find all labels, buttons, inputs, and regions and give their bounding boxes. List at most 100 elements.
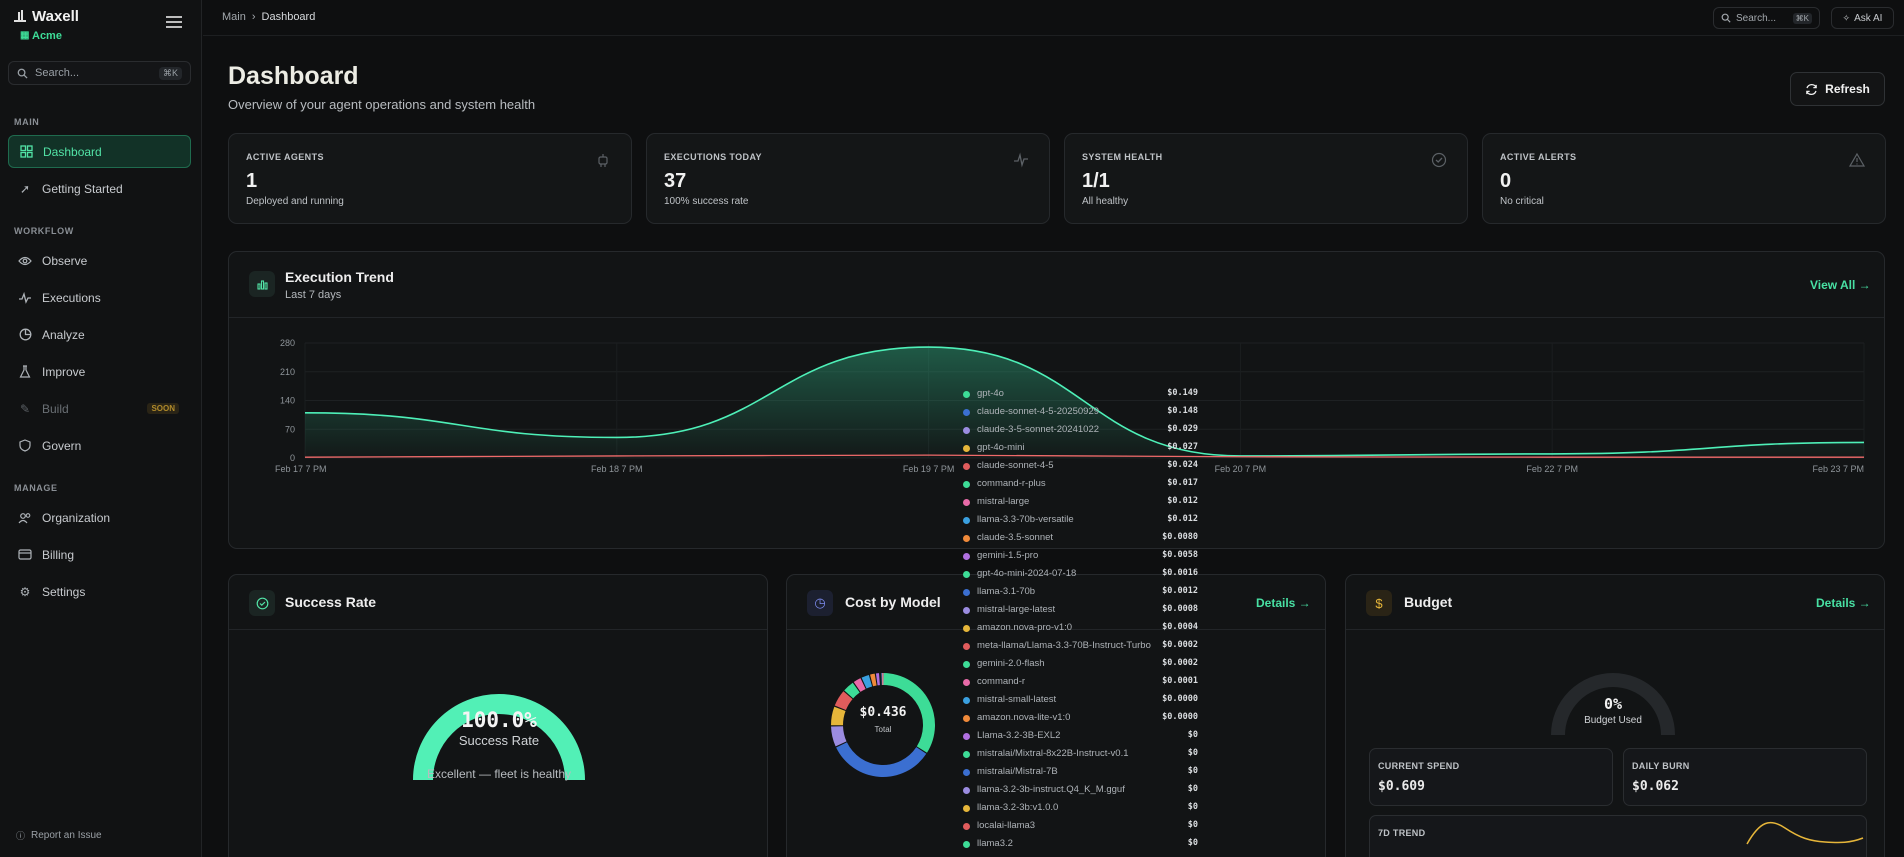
refresh-icon — [1806, 83, 1817, 95]
ask-ai-button[interactable]: ✧ Ask AI — [1831, 7, 1894, 29]
success-rate-gauge — [413, 694, 585, 781]
model-cost: $0 — [1187, 748, 1198, 758]
model-name: gpt-4o-mini — [977, 442, 1025, 453]
model-cost: $0 — [1187, 838, 1198, 848]
legend-dot — [963, 535, 970, 542]
donut-slice[interactable] — [861, 674, 873, 689]
sidebar: Waxell ▦ Acme Search... ⌘K MAIN Dashboar… — [0, 0, 202, 857]
stat-value: 1 — [246, 170, 258, 192]
model-cost: $0 — [1187, 730, 1198, 740]
bar-chart-icon — [249, 271, 275, 297]
sidebar-item-observe[interactable]: Observe — [8, 244, 191, 277]
sidebar-item-dashboard[interactable]: Dashboard — [8, 135, 191, 168]
report-issue-label: Report an Issue — [31, 830, 102, 841]
panel-title: Cost by Model — [845, 594, 941, 610]
report-issue-link[interactable]: ⓘ Report an Issue — [16, 829, 102, 842]
activity-icon — [1014, 152, 1028, 168]
stat-value: 0 — [1500, 170, 1512, 192]
cost-details-link[interactable]: Details → — [1256, 596, 1311, 610]
sidebar-item-executions[interactable]: Executions — [8, 281, 191, 314]
donut-slice[interactable] — [881, 673, 882, 686]
donut-slice[interactable] — [830, 706, 846, 726]
donut-slice[interactable] — [831, 726, 847, 747]
stat-card-active-agents[interactable]: ACTIVE AGENTS 1 Deployed and running — [228, 133, 632, 224]
sidebar-item-analyze[interactable]: Analyze — [8, 318, 191, 351]
stat-card-active-alerts[interactable]: ACTIVE ALERTS 0 No critical — [1482, 133, 1886, 224]
model-name: claude-sonnet-4-5 — [977, 460, 1054, 471]
seven-day-trend-box: 7D TREND — [1369, 815, 1867, 857]
breadcrumb-main[interactable]: Main — [222, 11, 246, 23]
stat-card-system-health[interactable]: SYSTEM HEALTH 1/1 All healthy — [1064, 133, 1468, 224]
tooltip-row: llama-3.2-3b:v1.0.0 $0 — [956, 802, 1202, 816]
sidebar-item-billing[interactable]: Billing — [8, 538, 191, 571]
model-name: llama-3.2-3b:v1.0.0 — [977, 802, 1059, 813]
tooltip-row: claude-sonnet-4-5-20250929 $0.148 — [956, 406, 1202, 420]
model-name: llama3.2 — [977, 838, 1013, 849]
sidebar-search[interactable]: Search... ⌘K — [8, 61, 191, 85]
legend-dot — [963, 445, 970, 452]
donut-slice[interactable] — [883, 673, 936, 753]
budget-gauge — [1551, 673, 1675, 736]
sidebar-item-settings[interactable]: ⚙ Settings — [8, 575, 191, 608]
legend-dot — [963, 517, 970, 524]
model-name: amazon.nova-pro-v1:0 — [977, 622, 1073, 633]
sidebar-item-govern[interactable]: Govern — [8, 429, 191, 462]
sidebar-search-placeholder: Search... — [35, 67, 80, 79]
donut-slice[interactable] — [880, 673, 881, 686]
stat-sub: No critical — [1500, 196, 1544, 207]
sidebar-item-label: Billing — [42, 547, 75, 562]
model-cost: $0 — [1187, 766, 1198, 776]
model-cost: $0.0004 — [1162, 622, 1198, 632]
stat-value: 37 — [664, 170, 687, 192]
model-name: Llama-3.2-3B-EXL2 — [977, 730, 1061, 741]
donut-slice[interactable] — [870, 673, 877, 687]
budget-details-link[interactable]: Details → — [1816, 596, 1871, 610]
donut-slice[interactable] — [844, 682, 860, 699]
series-area — [305, 347, 1864, 458]
success-rate-arc — [413, 694, 585, 781]
panel-header — [229, 575, 767, 630]
model-name: mistralai/Mistral-7B — [977, 766, 1058, 777]
tooltip-row: claude-3.5-sonnet $0.0080 — [956, 532, 1202, 546]
sidebar-item-label: Executions — [42, 290, 101, 305]
org-switcher[interactable]: ▦ Acme — [20, 30, 62, 42]
model-name: gpt-4o — [977, 388, 1004, 399]
panel-title: Execution Trend — [285, 269, 394, 285]
stat-card-executions-today[interactable]: EXECUTIONS TODAY 37 100% success rate — [646, 133, 1050, 224]
daily-burn-value: $0.062 — [1632, 779, 1679, 794]
info-icon: ⓘ — [16, 831, 26, 841]
top-search-button[interactable]: Search... ⌘K — [1713, 7, 1820, 29]
model-cost: $0.012 — [1167, 514, 1198, 524]
activity-icon — [18, 291, 32, 305]
cost-by-model-panel: ◷ Cost by Model Details → $0.436 Total — [786, 574, 1326, 857]
sidebar-item-getting-started[interactable]: ➚ Getting Started — [8, 172, 191, 205]
donut-slice[interactable] — [853, 678, 866, 692]
sidebar-item-label: Settings — [42, 584, 86, 599]
refresh-button[interactable]: Refresh — [1790, 72, 1885, 106]
donut-slice[interactable] — [834, 691, 853, 711]
model-name: gemini-2.0-flash — [977, 658, 1045, 669]
donut-slice[interactable] — [875, 673, 880, 686]
refresh-label: Refresh — [1825, 82, 1870, 96]
tooltip-row: mistral-large-latest $0.0008 — [956, 604, 1202, 618]
sidebar-item-improve[interactable]: Improve — [8, 355, 191, 388]
donut-slice[interactable] — [882, 673, 884, 686]
model-name: claude-3-5-sonnet-20241022 — [977, 424, 1100, 435]
model-name: llama-3.2-3b-instruct.Q4_K_M.gguf — [977, 784, 1125, 795]
view-all-link[interactable]: View All → — [1810, 278, 1871, 292]
legend-dot — [963, 697, 970, 704]
menu-toggle-icon[interactable] — [166, 16, 182, 30]
ask-ai-label: Ask AI — [1854, 12, 1883, 24]
current-spend-value: $0.609 — [1378, 779, 1425, 794]
panel-header — [787, 575, 1325, 630]
tooltip-row: gpt-4o-mini-2024-07-18 $0.0016 — [956, 568, 1202, 582]
sidebar-item-organization[interactable]: Organization — [8, 501, 191, 534]
tooltip-row: meta-llama/Llama-3.3-70B-Instruct-Turbo $… — [956, 640, 1202, 654]
sidebar-item-build: ✎ Build SOON — [8, 392, 191, 425]
brand[interactable]: Waxell — [12, 8, 79, 25]
model-name: meta-llama/Llama-3.3-70B-Instruct-Turbo — [977, 640, 1151, 651]
model-name: claude-3.5-sonnet — [977, 532, 1054, 543]
panel-header — [1346, 575, 1884, 630]
donut-slice[interactable] — [836, 742, 927, 777]
stat-label: ACTIVE ALERTS — [1500, 152, 1577, 162]
